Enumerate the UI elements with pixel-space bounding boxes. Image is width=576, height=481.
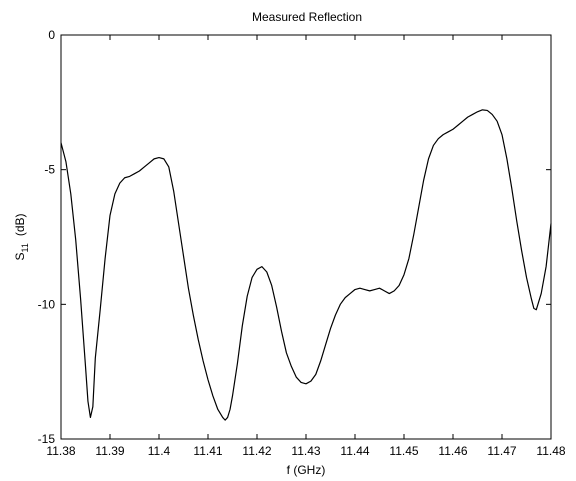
- x-tick-label: 11.43: [291, 444, 320, 458]
- y-tick-label: -10: [38, 297, 56, 311]
- x-axis-label: f (GHz): [287, 463, 326, 477]
- x-tick-label: 11.48: [536, 444, 565, 458]
- y-tick-label: -5: [44, 163, 55, 177]
- x-axis-ticks: 11.38 11.39 11.4 11.41 11.42 11.43 11.44 11.45 1…: [46, 35, 566, 458]
- s11-series-line: [60, 109, 552, 421]
- x-tick-label: 11.47: [487, 444, 516, 458]
- x-tick-label: 11.42: [242, 444, 271, 458]
- x-tick-label: 11.41: [193, 444, 222, 458]
- chart-title: Measured Reflection: [252, 10, 362, 24]
- x-tick-label: 11.45: [389, 444, 418, 458]
- x-tick-label: 11.39: [95, 444, 124, 458]
- y-tick-label: 0: [48, 28, 55, 42]
- y-axis-label-unit: (dB): [13, 213, 27, 236]
- y-axis-label: S11 (dB): [13, 213, 30, 260]
- x-tick-label: 11.46: [438, 444, 467, 458]
- y-axis-ticks: 0 -5 -10 -15: [38, 28, 551, 446]
- y-tick-label: -15: [38, 432, 56, 446]
- x-tick-label: 11.4: [148, 444, 171, 458]
- y-axis-label-base: S: [13, 253, 27, 261]
- x-tick-label: 11.38: [46, 444, 75, 458]
- x-tick-label: 11.44: [340, 444, 369, 458]
- y-axis-label-subscript: 11: [20, 243, 30, 252]
